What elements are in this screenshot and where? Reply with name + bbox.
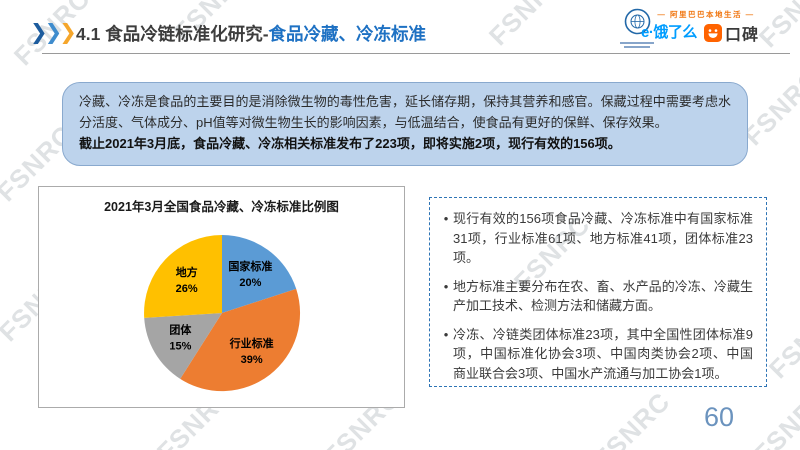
pie-slice-value-label: 26% <box>176 283 198 295</box>
bullet-icon: • <box>443 278 449 294</box>
bullet-text: 现行有效的156项食品冷藏、冷冻标准中有国家标准31项，行业标准61项、地方标准… <box>453 211 753 265</box>
koubei-logo: 口碑 <box>704 21 759 45</box>
koubei-label: 口碑 <box>725 27 760 44</box>
list-item: • 冷冻、冷链类团体标准23项，其中全国性团体标准9项，中国标准化协会3项、中国… <box>439 325 753 384</box>
chart-title: 2021年3月全国食品冷藏、冷冻标准比例图 <box>104 200 339 214</box>
chevrons-icon: ❯❯❯ <box>30 20 77 45</box>
bullet-icon: • <box>443 326 449 342</box>
pie-slice-value-label: 20% <box>239 277 261 289</box>
bullet-text: 地方标准主要分布在农、畜、水产品的冷冻、冷藏生产加工技术、检测方法和储藏方面。 <box>453 278 753 314</box>
pie-slice-1 <box>180 288 301 392</box>
page-title: 4.1 食品冷链标准化研究-食品冷藏、冷冻标准 <box>76 21 426 46</box>
chevron-icon: ❯ <box>44 21 63 44</box>
emblem-caption-line <box>624 45 650 48</box>
pie-slice-2 <box>144 313 222 379</box>
summary-note-text: 截止2021年3月底，食品冷藏、冷冻相关标准发布了223项，即将实施2项，现行有… <box>79 135 621 151</box>
findings-panel: • 现行有效的156项食品冷藏、冷冻标准中有国家标准31项，行业标准61项、地方… <box>429 197 767 387</box>
list-item: • 现行有效的156项食品冷藏、冷冻标准中有国家标准31项，行业标准61项、地方… <box>439 209 753 268</box>
pie-slice-name-label: 行业标准 <box>229 336 274 350</box>
pie-slice-name-label: 国家标准 <box>228 259 272 273</box>
emblem-caption-line <box>620 41 654 44</box>
emblem-seal-icon <box>624 8 650 35</box>
association-emblem-logo <box>618 8 656 48</box>
pie-slice-name-label: 团体 <box>169 323 192 337</box>
watermark: FSNRC <box>482 0 571 52</box>
bullet-icon: • <box>443 211 449 226</box>
bullet-text: 冷冻、冷链类团体标准23项，其中全国性团体标准9项，中国标准化协会3项、中国肉类… <box>453 326 753 381</box>
page-title-prefix: 4.1 食品冷链标准化研究- <box>76 24 269 44</box>
brand-tagline: — 阿里巴巴本地生活 — <box>657 10 755 19</box>
pie-slice-3 <box>144 235 222 318</box>
pie-slice-0 <box>222 235 297 313</box>
watermark: FSNRC <box>762 296 800 385</box>
pie-slice-name-label: 地方 <box>176 265 198 279</box>
page-number: 60 <box>704 402 735 432</box>
pie-slice-value-label: 15% <box>169 341 191 353</box>
page-title-highlight: 食品冷藏、冷冻标准 <box>268 24 427 44</box>
summary-callout-box: 冷藏、冷冻是食品的主要目的是消除微生物的毒性危害，延长储存期，保持其营养和感官。… <box>62 82 748 166</box>
koubei-smiley-icon <box>704 24 722 42</box>
chevron-icon: ❯ <box>30 21 48 44</box>
chevron-icon: ❯ <box>59 21 77 44</box>
list-item: • 地方标准主要分布在农、畜、水产品的冷冻、冷藏生产加工技术、检测方法和储藏方面… <box>439 277 753 316</box>
header-divider <box>42 53 790 54</box>
summary-body-text: 冷藏、冷冻是食品的主要目的是消除微生物的毒性危害，延长储存期，保持其营养和感官。… <box>79 94 731 130</box>
eleme-logo: e·饿了么 <box>641 24 697 41</box>
pie-slice-value-label: 39% <box>241 354 263 366</box>
pie-chart-panel: 2021年3月全国食品冷藏、冷冻标准比例图 国家标准 20% 行业标准 39% 团体 15… <box>38 186 405 408</box>
watermark: FSNRC <box>587 386 676 450</box>
pie-chart-svg: 国家标准 20% 行业标准 39% 团体 15% 地方 26% <box>144 235 301 392</box>
watermark: FSNRC <box>747 381 800 450</box>
